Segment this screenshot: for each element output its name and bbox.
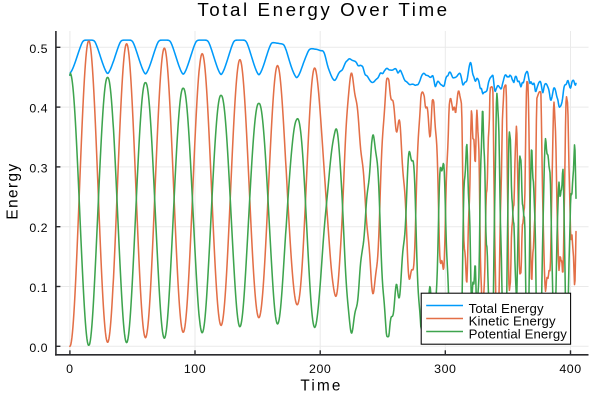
svg-text:Potential Energy: Potential Energy: [469, 326, 568, 341]
svg-text:Total Energy Over Time: Total Energy Over Time: [197, 0, 449, 20]
svg-text:Time: Time: [300, 377, 342, 394]
svg-text:Total Energy: Total Energy: [469, 301, 544, 316]
svg-text:0: 0: [66, 362, 73, 376]
svg-text:0.5: 0.5: [29, 42, 48, 56]
svg-text:0.4: 0.4: [29, 102, 48, 116]
svg-text:0.2: 0.2: [29, 221, 48, 235]
svg-text:0.0: 0.0: [29, 341, 48, 355]
svg-text:400: 400: [559, 362, 581, 376]
svg-text:Kinetic Energy: Kinetic Energy: [469, 314, 556, 329]
svg-text:Energy: Energy: [4, 162, 21, 219]
svg-text:100: 100: [184, 362, 206, 376]
svg-text:0.3: 0.3: [29, 161, 48, 175]
svg-text:0.1: 0.1: [29, 281, 48, 295]
svg-text:300: 300: [434, 362, 456, 376]
svg-text:200: 200: [309, 362, 331, 376]
